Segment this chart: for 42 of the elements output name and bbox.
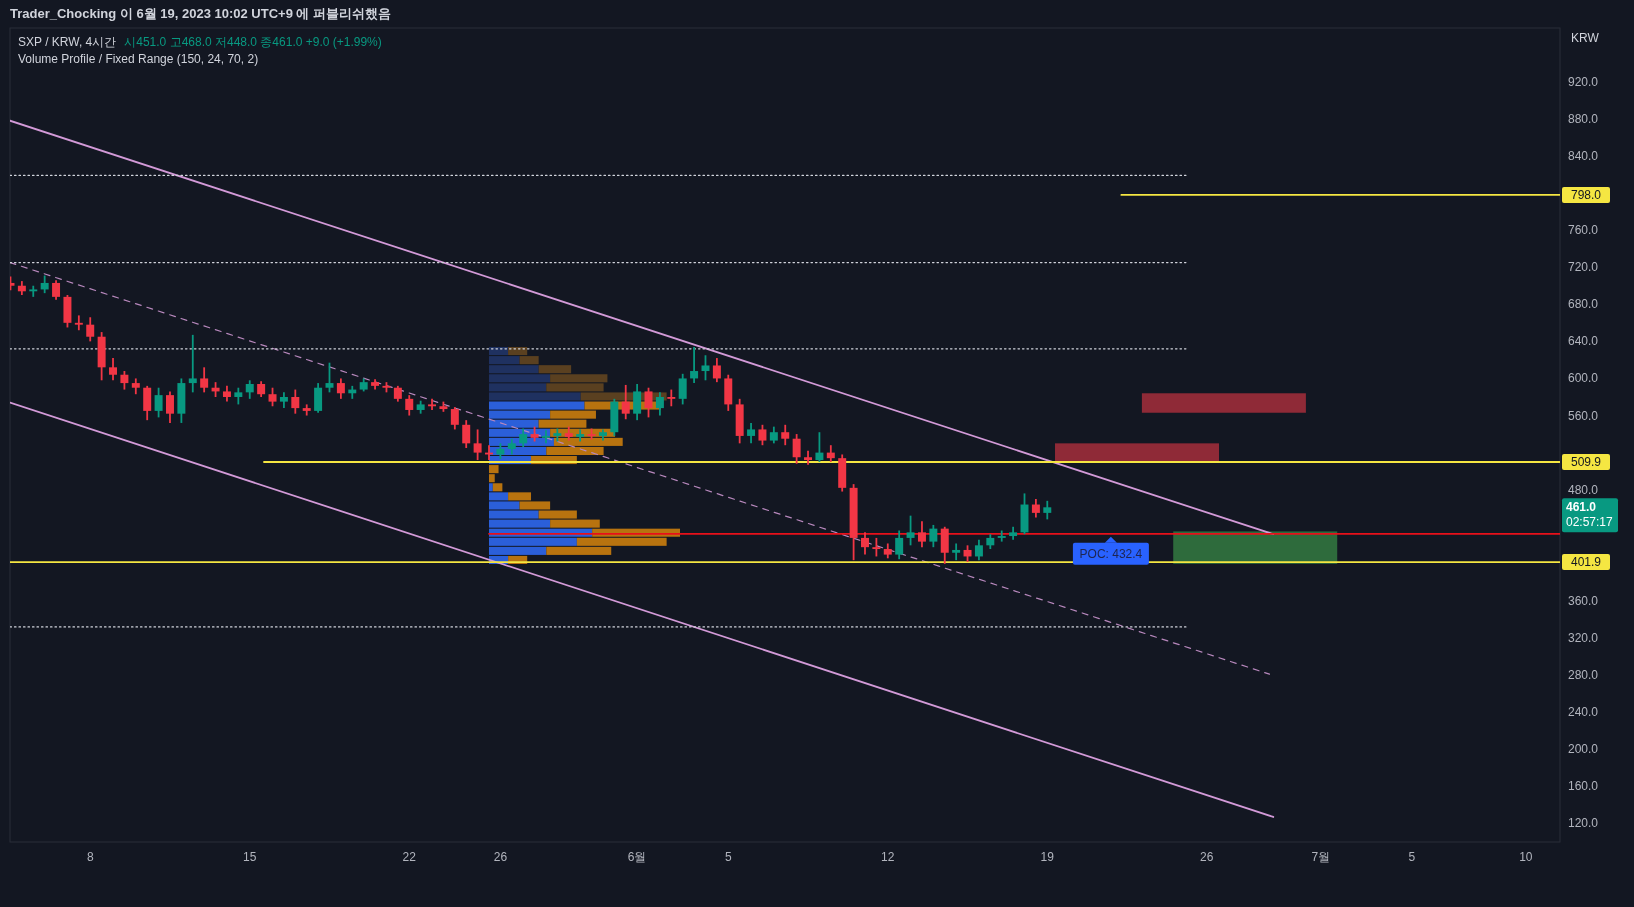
y-tick-label: 200.0 [1567,742,1599,757]
annotation: POC: 432.4 [1079,546,1143,561]
x-tick-label: 6월 [627,850,647,864]
x-tick-label: 8 [86,850,94,864]
x-tick-label: 5 [1408,850,1416,864]
bar [1141,393,1306,413]
y-tick-label: 920.0 [1567,74,1599,89]
y-tick-label: 240.0 [1567,705,1599,720]
x-tick-label: 10 [1519,850,1533,864]
y-tick-label: 360.0 [1567,593,1599,608]
annotation: Volume Profile / Fixed Range (150, 24, 70, 2) [18,52,259,66]
text: 461.0 [1566,500,1597,515]
y-tick-label: 720.0 [1567,260,1599,275]
text: SXP / KRW, 4시간 [18,35,117,49]
y-tick-label: 840.0 [1567,148,1599,163]
x-tick-label: 26 [1200,850,1214,864]
y-tick-label: 600.0 [1567,371,1599,386]
y-tick-label: 880.0 [1567,111,1599,126]
y-tick-label: 120.0 [1567,816,1599,831]
x-tick-label: 26 [493,850,508,864]
y-tick-label: 320.0 [1567,631,1599,646]
y-tick-label: 760.0 [1567,223,1599,238]
x-tick-label: 22 [402,850,417,864]
y-tick-label: 160.0 [1567,779,1599,794]
series-label: 798.0 [1570,187,1602,202]
y-tick-label: 640.0 [1567,334,1599,349]
x-tick-label: 12 [881,850,895,864]
x-tick-label: 19 [1040,850,1055,864]
series-label: 401.9 [1570,555,1602,570]
text: Trader_Chocking 이 6월 19, 2023 10:02 UTC+9 에 퍼블리쉬했음 [10,6,392,21]
series-label: 509.9 [1570,454,1602,469]
y-tick-label: 560.0 [1567,408,1599,423]
x-tick-label: 5 [724,850,732,864]
y-tick-label: 680.0 [1567,297,1599,312]
x-tick-label: 7월 [1311,850,1331,864]
y-tick-label: 280.0 [1567,668,1599,683]
y-tick-label: 480.0 [1567,482,1599,497]
bar [1055,443,1220,463]
text: 02:57:17 [1566,515,1614,530]
y-axis-title: KRW [1571,31,1600,45]
x-tick-label: 15 [243,850,257,864]
text: 시451.0 고468.0 저448.0 종461.0 +9.0 (+1.99%) [124,35,382,49]
